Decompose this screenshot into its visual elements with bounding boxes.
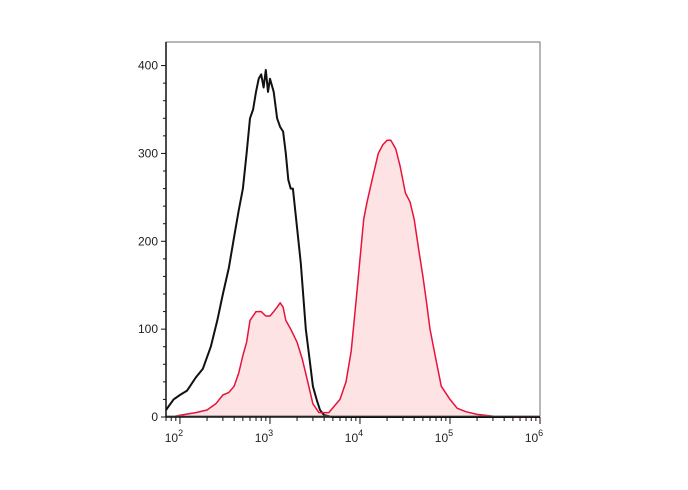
x-tick-label: 105 — [435, 428, 453, 445]
y-tick-label: 200 — [138, 234, 158, 248]
x-tick-label: 104 — [345, 428, 363, 445]
x-tick-label: 102 — [165, 428, 183, 445]
y-tick-label: 400 — [138, 59, 158, 73]
y-tick-label: 100 — [138, 322, 158, 336]
series-layer — [165, 69, 540, 418]
y-axis-ticks: 0 100 200 300 400 — [138, 59, 166, 424]
x-tick-label: 106 — [525, 428, 543, 445]
series-1-line — [171, 139, 540, 418]
x-tick-label: 103 — [255, 428, 273, 445]
y-tick-label: 300 — [138, 146, 158, 160]
series-0-line — [165, 69, 540, 418]
series-1-fill — [171, 140, 540, 418]
x-axis-ticks: 102 103 104 105 106 — [165, 417, 543, 445]
y-tick-label: 0 — [151, 410, 158, 424]
